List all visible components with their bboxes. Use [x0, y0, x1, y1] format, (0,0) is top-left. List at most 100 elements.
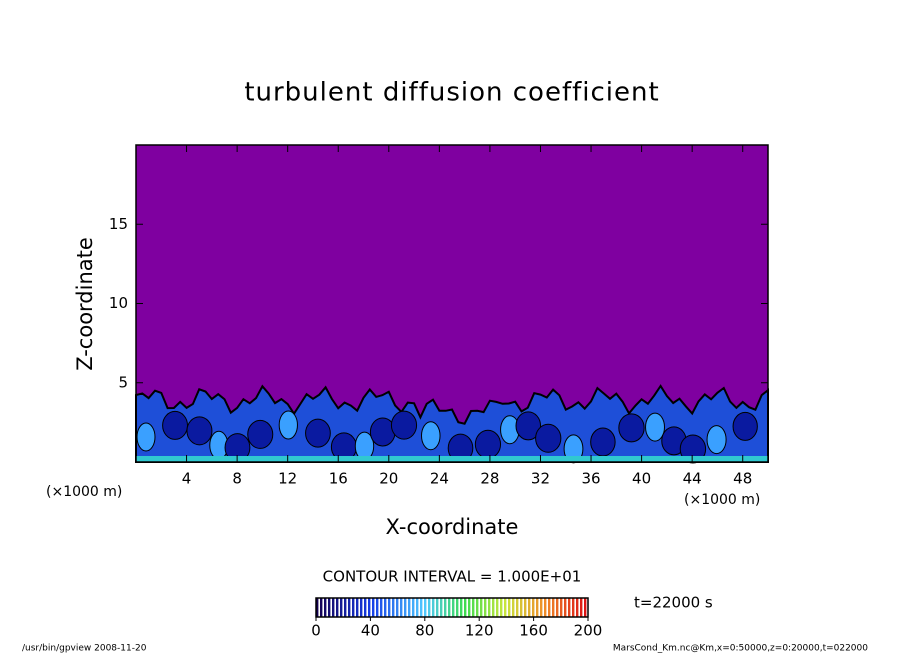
time-label: t=22000 s [634, 594, 713, 612]
colorbar-stripe [488, 598, 491, 617]
y-tick-label: 5 [118, 373, 128, 391]
footer-left: /usr/bin/gpview 2008-11-20 [22, 644, 147, 654]
colorbar-tick-label: 120 [465, 622, 494, 640]
eddy [515, 411, 542, 441]
colorbar-stripe [504, 598, 507, 617]
x-tick-label: 8 [232, 470, 242, 488]
colorbar-stripe [572, 598, 575, 617]
colorbar-stripe [408, 598, 411, 617]
colorbar-tick-label: 40 [361, 622, 380, 640]
colorbar-tick-label: 200 [574, 622, 603, 640]
plot-area [135, 144, 769, 464]
colorbar-stripe [508, 598, 511, 617]
colorbar-stripe [368, 598, 371, 617]
eddy [474, 429, 502, 459]
eddy [247, 419, 274, 449]
colorbar-stripe [372, 598, 375, 617]
eddy [305, 418, 331, 448]
colorbar-stripe [552, 598, 555, 617]
footer-right: MarsCond_Km.nc@Km,x=0:50000,z=0:20000,t=… [613, 644, 868, 654]
colorbar-tick-label: 0 [311, 622, 321, 640]
colorbar-stripe [464, 598, 467, 617]
x-tick-label: 36 [581, 470, 600, 488]
eddy [563, 434, 584, 464]
x-tick-label: 32 [531, 470, 550, 488]
colorbar-stripe [532, 598, 535, 617]
colorbar-stripe [528, 598, 531, 617]
colorbar-stripe [564, 598, 567, 617]
eddy [645, 412, 665, 442]
colorbar-stripe [500, 598, 503, 617]
colorbar-stripe [468, 598, 471, 617]
colorbar-stripe [336, 598, 339, 617]
eddy [535, 423, 562, 453]
x-tick-label: 44 [683, 470, 702, 488]
colorbar-stripe [428, 598, 431, 617]
eddy [186, 416, 213, 446]
colorbar-stripe [388, 598, 391, 617]
axis-unit: (×1000 m) [684, 492, 760, 508]
eddy [679, 434, 707, 464]
x-axis-label: X-coordinate [386, 515, 519, 539]
colorbar-stripe [448, 598, 451, 617]
colorbar-stripe [548, 598, 551, 617]
colorbar-stripe [352, 598, 355, 617]
y-tick-label: 10 [109, 294, 128, 312]
colorbar-stripe [492, 598, 495, 617]
contour-interval: CONTOUR INTERVAL = 1.000E+01 [323, 568, 582, 586]
colorbar-stripe [400, 598, 403, 617]
colorbar-stripe [540, 598, 543, 617]
colorbar-stripe [396, 598, 399, 617]
colorbar-tick-label: 160 [519, 622, 548, 640]
colorbar-stripe [580, 598, 583, 617]
colorbar-stripe [568, 598, 571, 617]
colorbar-stripe [384, 598, 387, 617]
colorbar-frame [315, 597, 589, 618]
colorbar-stripe [556, 598, 559, 617]
colorbar-stripe [456, 598, 459, 617]
axis-unit: (×1000 m) [46, 484, 122, 500]
colorbar-stripe [324, 598, 327, 617]
colorbar-stripe [480, 598, 483, 617]
colorbar-stripe [320, 598, 323, 617]
eddy [590, 427, 616, 457]
colorbar-stripe [560, 598, 563, 617]
colorbar-stripe [472, 598, 475, 617]
eddy [732, 411, 758, 441]
colorbar-stripe [432, 598, 435, 617]
colorbar-stripe [444, 598, 447, 617]
colorbar-stripe [376, 598, 379, 617]
eddy [618, 413, 645, 443]
colorbar-stripe [420, 598, 423, 617]
colorbar-stripe [392, 598, 395, 617]
colorbar-stripe [476, 598, 479, 617]
chart-title: turbulent diffusion coefficient [244, 78, 659, 108]
colorbar-tick-label: 80 [415, 622, 434, 640]
eddy [136, 422, 156, 452]
x-tick-label: 12 [278, 470, 297, 488]
colorbar-stripe [520, 598, 523, 617]
colorbar-stripe [404, 598, 407, 617]
colorbar-stripe [440, 598, 443, 617]
colorbar-stripe [536, 598, 539, 617]
colorbar-stripe [316, 598, 319, 617]
colorbar-stripe [576, 598, 579, 617]
colorbar-stripe [340, 598, 343, 617]
x-tick-label: 28 [480, 470, 499, 488]
colorbar-stripe [436, 598, 439, 617]
colorbar-stripe [496, 598, 499, 617]
colorbar-stripe [328, 598, 331, 617]
x-tick-label: 16 [329, 470, 348, 488]
y-axis-label: Z-coordinate [73, 237, 97, 371]
colorbar-stripe [484, 598, 487, 617]
colorbar-stripe [380, 598, 383, 617]
y-tick-label: 15 [109, 215, 128, 233]
x-tick-label: 20 [379, 470, 398, 488]
colorbar-stripe [516, 598, 519, 617]
colorbar-stripe [544, 598, 547, 617]
colorbar-stripe [524, 598, 527, 617]
eddy [390, 410, 418, 440]
eddy [278, 410, 298, 440]
eddy [421, 421, 441, 451]
